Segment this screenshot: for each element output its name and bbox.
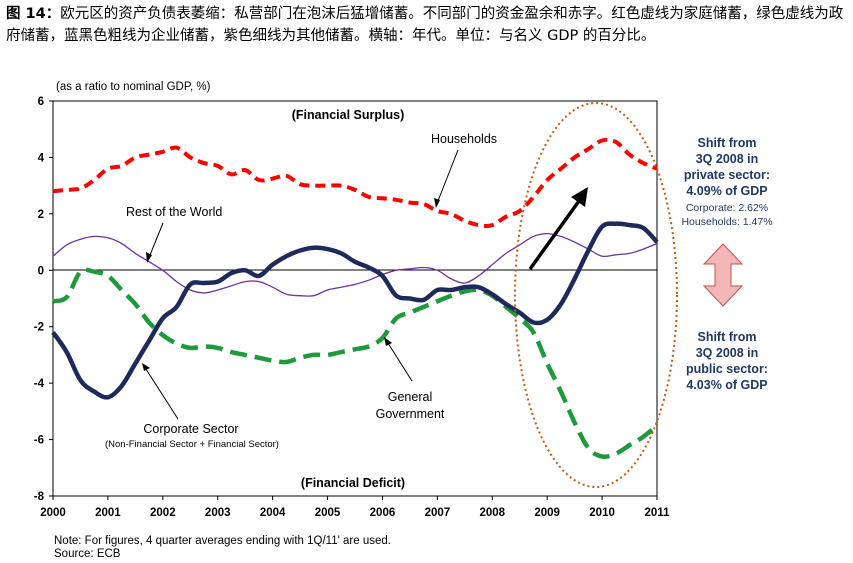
footnote-note: Note: For figures, 4 quarter averages en… (54, 535, 391, 547)
series-general-government-line (52, 267, 659, 459)
households-share-note: Households: 1.47% (681, 216, 772, 228)
figure-caption: 图 14：欧元区的资产负债表萎缩：私营部门在泡沫后猛增储蓄。不同部门的资金盈余和… (6, 3, 848, 47)
caption-text: 欧元区的资产负债表萎缩：私营部门在泡沫后猛增储蓄。不同部门的资金盈余和赤字。红色… (6, 6, 844, 44)
y-tick-label: 0 (38, 265, 44, 277)
private-shift-arrow (528, 199, 581, 271)
series-corporate-sector-line (51, 221, 659, 400)
y-tick-label: -4 (34, 378, 45, 390)
x-tick-label: 2008 (479, 507, 505, 519)
public-note-line4: 4.03% of GDP (686, 378, 767, 392)
x-axis-ticks: 2000 2001 2002 2003 2004 2005 2006 2007 2008 2009… (40, 496, 670, 519)
x-tick-label: 2000 (40, 507, 66, 519)
government-pointer (385, 339, 413, 382)
corporate-share-note: Corporate: 2.62% (686, 202, 768, 214)
y-axis-ticks: 6 4 2 0 -2 -4 -6 -8 (34, 96, 53, 503)
highlight-ellipse (514, 102, 678, 488)
private-note-line2: 3Q 2008 in (696, 152, 759, 166)
private-sector-shift-note: Shift from 3Q 2008 in private sector: 4.… (684, 136, 770, 198)
corporate-sub-annotation: (Non-Financial Sector + Financial Sector… (105, 439, 279, 450)
x-tick-label: 2010 (589, 507, 615, 519)
x-tick-label: 2004 (260, 507, 286, 519)
government-annotation-line1: General (388, 390, 432, 404)
double-arrow (702, 243, 744, 307)
figure-label: 图 14： (6, 6, 61, 22)
corporate-annotation: Corporate Sector (143, 422, 238, 436)
y-tick-label: 4 (38, 152, 45, 164)
rest-of-world-pointer-head (146, 252, 152, 263)
series-households-line (52, 137, 658, 228)
private-note-line3: private sector: (684, 168, 770, 182)
households-pointer (435, 149, 459, 207)
x-tick-label: 2009 (534, 507, 560, 519)
y-tick-label: -2 (34, 322, 44, 334)
public-note-line3: public sector: (686, 362, 768, 376)
footnote-source: Source: ECB (54, 548, 121, 560)
x-tick-label: 2005 (315, 507, 341, 519)
government-pointer-head (384, 337, 392, 346)
y-tick-label: -6 (34, 435, 44, 447)
households-pointer-head (434, 198, 440, 208)
plot-area (52, 100, 658, 497)
y-tick-label: 6 (38, 96, 44, 108)
x-tick-label: 2006 (370, 507, 396, 519)
y-axis-label: (as a ratio to nominal GDP, %) (56, 81, 211, 93)
y-tick-label: 2 (38, 209, 44, 221)
x-tick-label: 2003 (205, 507, 231, 519)
x-tick-label: 2001 (95, 507, 121, 519)
x-tick-label: 2007 (425, 507, 451, 519)
rest-of-world-pointer (147, 222, 164, 261)
x-tick-label: 2002 (150, 507, 176, 519)
footnote: Note: For figures, 4 quarter averages en… (54, 535, 391, 561)
public-note-line1: Shift from (697, 330, 756, 344)
private-note-line1: Shift from (697, 136, 756, 150)
y-tick-label: -8 (34, 491, 45, 503)
private-note-line4: 4.09% of GDP (686, 184, 767, 198)
households-annotation: Households (431, 132, 497, 146)
x-tick-label: 2011 (645, 507, 671, 519)
private-shift-arrow-head (571, 187, 588, 207)
government-annotation-line2: Government (376, 407, 445, 421)
corporate-pointer-head (142, 363, 150, 371)
rest-of-world-annotation: Rest of the World (126, 205, 222, 219)
financial-deficit-label: (Financial Deficit) (301, 476, 405, 490)
series-rest-of-the-world-line (52, 232, 658, 297)
financial-surplus-label: (Financial Surplus) (292, 108, 405, 122)
corporate-pointer (143, 365, 179, 420)
public-sector-shift-note: Shift from 3Q 2008 in public sector: 4.0… (686, 330, 768, 392)
public-note-line2: 3Q 2008 in (696, 346, 759, 360)
